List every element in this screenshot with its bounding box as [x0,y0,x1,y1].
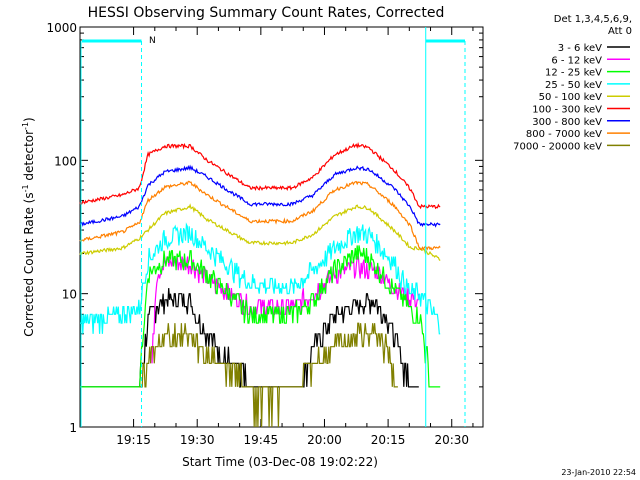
y-tick-label: 10 [62,288,77,302]
y-tick-label: 100 [54,154,77,168]
y-axis-label-sup2: -1 [21,122,30,130]
x-tick-label: 20:00 [307,433,342,447]
y-tick-labels: 1 10 100 1000 [46,21,77,435]
series-line-8 [139,322,398,428]
legend-label: 50 - 100 keV [539,92,603,103]
x-tick-label: 20:15 [371,433,406,447]
legend-label: 300 - 800 keV [532,117,602,128]
series-line-4 [79,203,441,261]
legend-label: 12 - 25 keV [545,68,602,79]
legend-label: 3 - 6 keV [558,43,602,54]
attenuator-markers [80,27,466,427]
y-axis-label: Corrected Count Rate (s-1 detector-1) [21,117,36,336]
x-tick-labels: 19:15 19:30 19:45 20:00 20:15 20:30 [116,433,469,447]
legend-header-line2: Att 0 [608,26,632,37]
x-tick-label: 20:30 [434,433,469,447]
plot-frame [79,26,484,428]
y-tick-label: 1 [69,421,77,435]
x-tick-label: 19:15 [116,433,151,447]
x-tick-label: 19:45 [244,433,279,447]
y-axis-label-mid: detector [22,130,36,185]
series-line-2 [80,245,441,388]
y-axis-label-sup1: -1 [21,184,30,192]
series-line-3 [80,222,441,335]
series-line-5 [79,142,441,210]
series-line-6 [79,164,441,228]
night-annotation: N [149,36,156,46]
legend-header-line1: Det 1,3,4,5,6,9, [554,14,632,25]
legend-label: 800 - 7000 keV [526,129,602,140]
y-axis-label-main: Corrected Count Rate (s [22,192,36,336]
axis-ticks [80,27,483,428]
legend-label: 25 - 50 keV [545,80,602,91]
y-tick-label: 1000 [46,21,77,35]
legend-label: 7000 - 20000 keV [513,141,602,152]
footer-timestamp: 23-Jan-2010 22:54 [561,468,636,477]
series-line-7 [79,180,441,251]
legend-label: 6 - 12 keV [551,55,602,66]
x-axis-label: Start Time (03-Dec-08 19:02:22) [182,455,378,469]
legend-label: 100 - 300 keV [532,105,602,116]
chart-title: HESSI Observing Summary Count Rates, Cor… [88,5,445,21]
x-tick-label: 19:30 [180,433,215,447]
series-layer [79,142,441,428]
y-axis-label-end: ) [22,117,36,122]
